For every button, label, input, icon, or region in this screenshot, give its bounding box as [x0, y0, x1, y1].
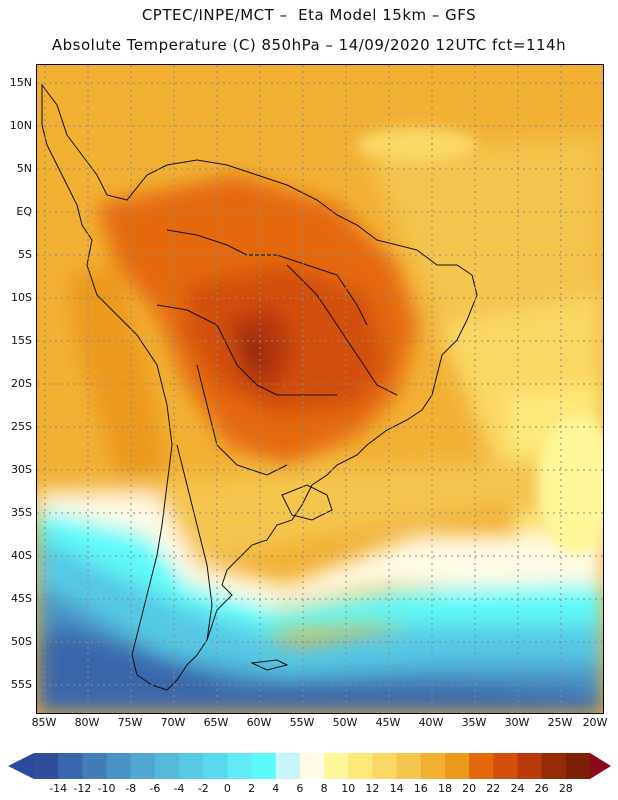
colorbar-cell — [251, 753, 277, 779]
colorbar-cell — [154, 753, 180, 779]
colorbar-cell — [444, 753, 470, 779]
colorbar-cell — [106, 753, 132, 779]
colorbar-over-arrow — [590, 753, 611, 779]
field-patch-north — [357, 127, 477, 163]
colorbar-cell — [469, 753, 494, 779]
lat-label: 40S — [11, 549, 32, 562]
lon-label: 50W — [332, 716, 358, 729]
lat-label: 25S — [11, 420, 32, 433]
lon-label: 40W — [418, 716, 444, 729]
colorbar-cell — [420, 753, 446, 779]
lon-label: 70W — [160, 716, 186, 729]
lat-label: 55S — [11, 678, 32, 691]
lat-label: 50S — [11, 635, 32, 648]
colorbar-cell — [130, 753, 156, 779]
uruguay-outline — [281, 484, 333, 521]
colorbar-cell — [275, 753, 301, 779]
colorbar-label: 4 — [272, 782, 280, 795]
colorbar-label: 14 — [389, 782, 404, 795]
field-band-0 — [37, 535, 603, 685]
colorbar-label: 26 — [534, 782, 549, 795]
colorbar-cells — [34, 753, 591, 779]
colorbar-label: 24 — [510, 782, 525, 795]
colorbar-label: 12 — [365, 782, 380, 795]
lon-label: 65W — [203, 716, 229, 729]
coastlines — [41, 83, 478, 691]
colorbar-label: 22 — [486, 782, 501, 795]
lon-label: 60W — [246, 716, 272, 729]
colorbar-cell — [541, 753, 567, 779]
lat-label: 45S — [11, 592, 32, 605]
lat-label: 30S — [11, 463, 32, 476]
colorbar-cell — [565, 753, 591, 779]
colorbar-label: 20 — [462, 782, 477, 795]
colorbar-cell — [396, 753, 422, 779]
colorbar-cell — [82, 753, 108, 779]
continent-outline — [41, 83, 478, 691]
lon-label: 45W — [375, 716, 401, 729]
lon-label: 35W — [461, 716, 487, 729]
lat-label: 20S — [11, 377, 32, 390]
lon-label: 80W — [74, 716, 100, 729]
temperature-field — [37, 65, 603, 713]
colorbar-label: -14 — [49, 782, 68, 795]
lon-label: 75W — [117, 716, 143, 729]
colorbar-cell — [324, 753, 349, 779]
border-b — [156, 304, 337, 396]
colorbar-label: -8 — [125, 782, 137, 795]
lon-label: 25W — [547, 716, 573, 729]
colorbar-label: 16 — [413, 782, 428, 795]
lat-label: 5N — [16, 162, 32, 175]
colorbar-cell — [517, 753, 543, 779]
colorbar-label: 28 — [558, 782, 573, 795]
lat-label: 15S — [11, 334, 32, 347]
lat-label: 10N — [9, 119, 32, 132]
colorbar-cell — [372, 753, 398, 779]
colorbar-label: -4 — [173, 782, 185, 795]
colorbar-cell — [493, 753, 518, 779]
lon-label: 30W — [504, 716, 530, 729]
temperature-map — [36, 64, 604, 714]
colorbar-label: 0 — [223, 782, 231, 795]
field-band-4 — [37, 510, 603, 635]
colorbar-label: -2 — [197, 782, 209, 795]
colorbar-cell — [203, 753, 228, 779]
lat-label: 35S — [11, 506, 32, 519]
colorbar-cell — [299, 753, 325, 779]
colorbar-label: 8 — [320, 782, 328, 795]
lat-label: 15N — [9, 76, 32, 89]
colorbar-label: -12 — [73, 782, 92, 795]
lat-label: 10S — [11, 291, 32, 304]
lon-label: 20W — [582, 716, 608, 729]
colorbar-cell — [34, 753, 59, 779]
border-e — [286, 264, 398, 396]
colorbar-cell — [58, 753, 83, 779]
border-c — [196, 364, 288, 476]
colorbar-label: -6 — [149, 782, 161, 795]
colorbar-label: 18 — [437, 782, 452, 795]
lat-label: EQ — [16, 205, 32, 218]
border-d — [176, 444, 213, 641]
colorbar-cell — [348, 753, 373, 779]
colorbar-cell — [227, 753, 253, 779]
falklands-outline — [250, 659, 289, 671]
lon-label: 85W — [31, 716, 57, 729]
chart-title-line-1: CPTEC/INPE/MCT – Eta Model 15km – GFS — [141, 6, 477, 24]
field-andes — [67, 265, 167, 535]
chart-title-line-2: Absolute Temperature (C) 850hPa – 14/09/… — [51, 36, 567, 54]
lat-label: 5S — [18, 248, 32, 261]
graticule — [37, 65, 603, 713]
field-patch-east — [537, 415, 603, 555]
field-band-minus-12 — [37, 625, 603, 713]
colorbar-label: -10 — [97, 782, 116, 795]
colorbar-label: 6 — [296, 782, 304, 795]
colorbar-under-arrow — [8, 753, 34, 779]
colorbar-cell — [179, 753, 204, 779]
colorbar — [8, 753, 611, 779]
colorbar-label: 10 — [341, 782, 356, 795]
colorbar-label: 2 — [248, 782, 256, 795]
lon-label: 55W — [289, 716, 315, 729]
